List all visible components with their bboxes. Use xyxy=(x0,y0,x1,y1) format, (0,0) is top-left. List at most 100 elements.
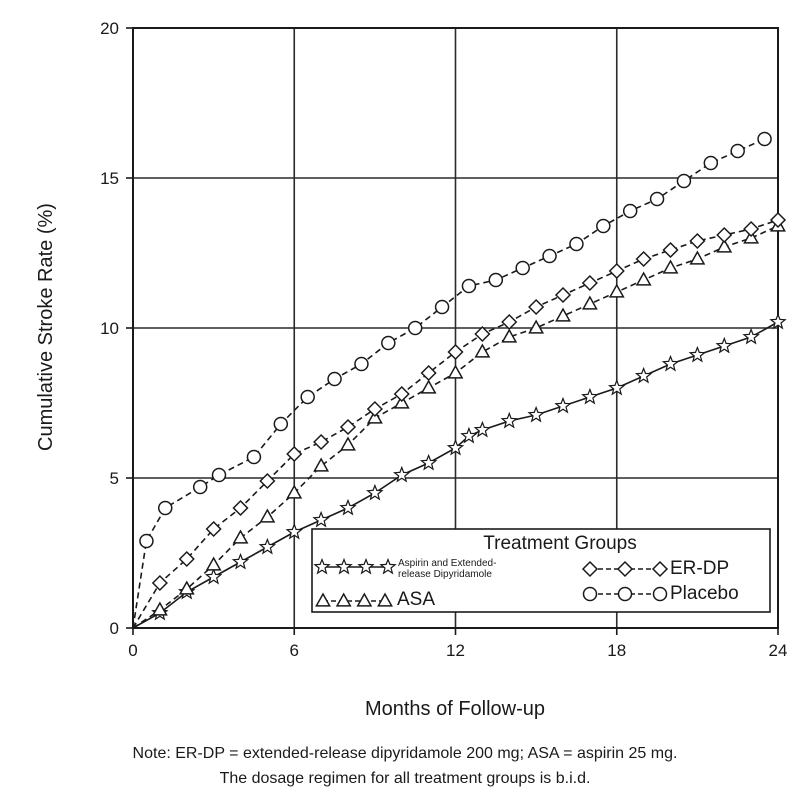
legend-sample-marker xyxy=(581,560,599,578)
data-point xyxy=(192,479,208,495)
data-point xyxy=(273,416,289,432)
legend-sample-circle xyxy=(582,586,668,602)
data-point xyxy=(473,420,492,438)
data-point xyxy=(339,498,357,516)
x-tick-label: 12 xyxy=(446,641,465,660)
data-point xyxy=(743,220,760,238)
data-point xyxy=(661,354,680,372)
data-point xyxy=(205,556,222,571)
data-point xyxy=(366,483,384,501)
data-point xyxy=(515,260,530,276)
footnote-line-2: The dosage regimen for all treatment gro… xyxy=(219,770,591,787)
data-point xyxy=(501,328,518,343)
data-point xyxy=(689,250,706,265)
legend-label-placebo: Placebo xyxy=(670,583,739,604)
series-layer xyxy=(132,131,787,629)
legend-sample-marker xyxy=(582,586,598,602)
legend-sample-marker xyxy=(357,557,375,575)
x-tick-label: 6 xyxy=(290,641,299,660)
data-point xyxy=(460,426,478,444)
series-diamond xyxy=(132,211,787,629)
legend-title: Treatment Groups xyxy=(483,533,636,554)
series-circle xyxy=(132,131,772,629)
data-point xyxy=(231,552,250,570)
data-point xyxy=(769,211,787,229)
data-point xyxy=(527,405,545,423)
data-point xyxy=(581,274,598,292)
data-point xyxy=(158,500,173,516)
data-point xyxy=(366,400,383,418)
data-point xyxy=(205,520,222,538)
data-point xyxy=(742,327,760,345)
data-point xyxy=(232,529,249,544)
data-point xyxy=(649,191,665,207)
data-point xyxy=(339,418,357,436)
legend-sample-diamond xyxy=(581,560,669,578)
y-tick-label: 10 xyxy=(100,319,119,338)
data-point xyxy=(204,567,223,585)
data-point xyxy=(622,203,638,219)
data-point xyxy=(211,467,227,483)
legend-sample-marker xyxy=(617,586,633,602)
data-point xyxy=(393,465,411,483)
footnote-line-1: Note: ER-DP = extended-release dipyridam… xyxy=(132,745,678,762)
legend-sample-marker xyxy=(335,592,352,607)
series-triangle xyxy=(132,217,786,629)
data-point xyxy=(635,250,652,268)
data-point xyxy=(139,533,154,549)
data-point xyxy=(312,510,330,528)
data-point xyxy=(151,601,168,616)
data-point xyxy=(258,537,277,555)
data-point xyxy=(474,325,491,343)
data-point xyxy=(393,385,410,403)
data-point xyxy=(446,438,465,456)
x-axis-title: Months of Follow-up xyxy=(365,698,545,720)
data-point xyxy=(354,356,369,372)
data-point xyxy=(716,238,733,253)
data-point xyxy=(327,371,342,387)
data-point xyxy=(259,508,276,523)
data-point xyxy=(634,366,653,384)
data-point xyxy=(542,248,557,264)
data-point xyxy=(420,364,437,382)
data-point xyxy=(596,218,611,234)
data-point xyxy=(635,271,652,286)
data-point xyxy=(608,283,625,298)
legend-sample-marker xyxy=(313,557,331,575)
legend-sample-marker xyxy=(356,592,373,607)
data-point xyxy=(246,449,262,465)
legend-label-aggrenox-line2: release Dipyridamole xyxy=(398,569,492,580)
data-point xyxy=(662,241,679,259)
data-point xyxy=(313,433,330,451)
data-point xyxy=(178,580,195,595)
data-point xyxy=(703,155,719,171)
data-point xyxy=(662,259,679,274)
x-tick-label: 18 xyxy=(607,641,626,660)
legend-label-asa: ASA xyxy=(397,589,435,610)
data-point xyxy=(474,343,491,358)
data-point xyxy=(689,232,706,250)
legend-sample-marker xyxy=(651,560,669,578)
data-point xyxy=(676,173,692,189)
data-point xyxy=(420,379,437,394)
legend-sample-marker xyxy=(377,592,393,607)
legend-label-aggrenox-line1: Aspirin and Extended- xyxy=(398,558,496,569)
legend: Treatment Groups Aspirin and Extended- r… xyxy=(311,528,771,613)
data-point xyxy=(528,298,545,316)
data-point xyxy=(688,345,707,363)
x-tick-label: 24 xyxy=(769,641,788,660)
x-tick-label: 0 xyxy=(128,641,137,660)
data-point xyxy=(232,499,249,517)
data-point xyxy=(259,472,276,490)
data-point xyxy=(447,364,464,379)
y-axis-title: Cumulative Stroke Rate (%) xyxy=(35,203,57,451)
data-point xyxy=(286,484,303,499)
data-point xyxy=(300,389,315,405)
y-tick-label: 0 xyxy=(110,619,119,638)
data-point xyxy=(151,574,168,592)
y-tick-label: 20 xyxy=(100,19,119,38)
data-point xyxy=(447,343,464,361)
data-point xyxy=(608,378,626,396)
data-point xyxy=(340,436,356,451)
data-point xyxy=(178,550,195,568)
